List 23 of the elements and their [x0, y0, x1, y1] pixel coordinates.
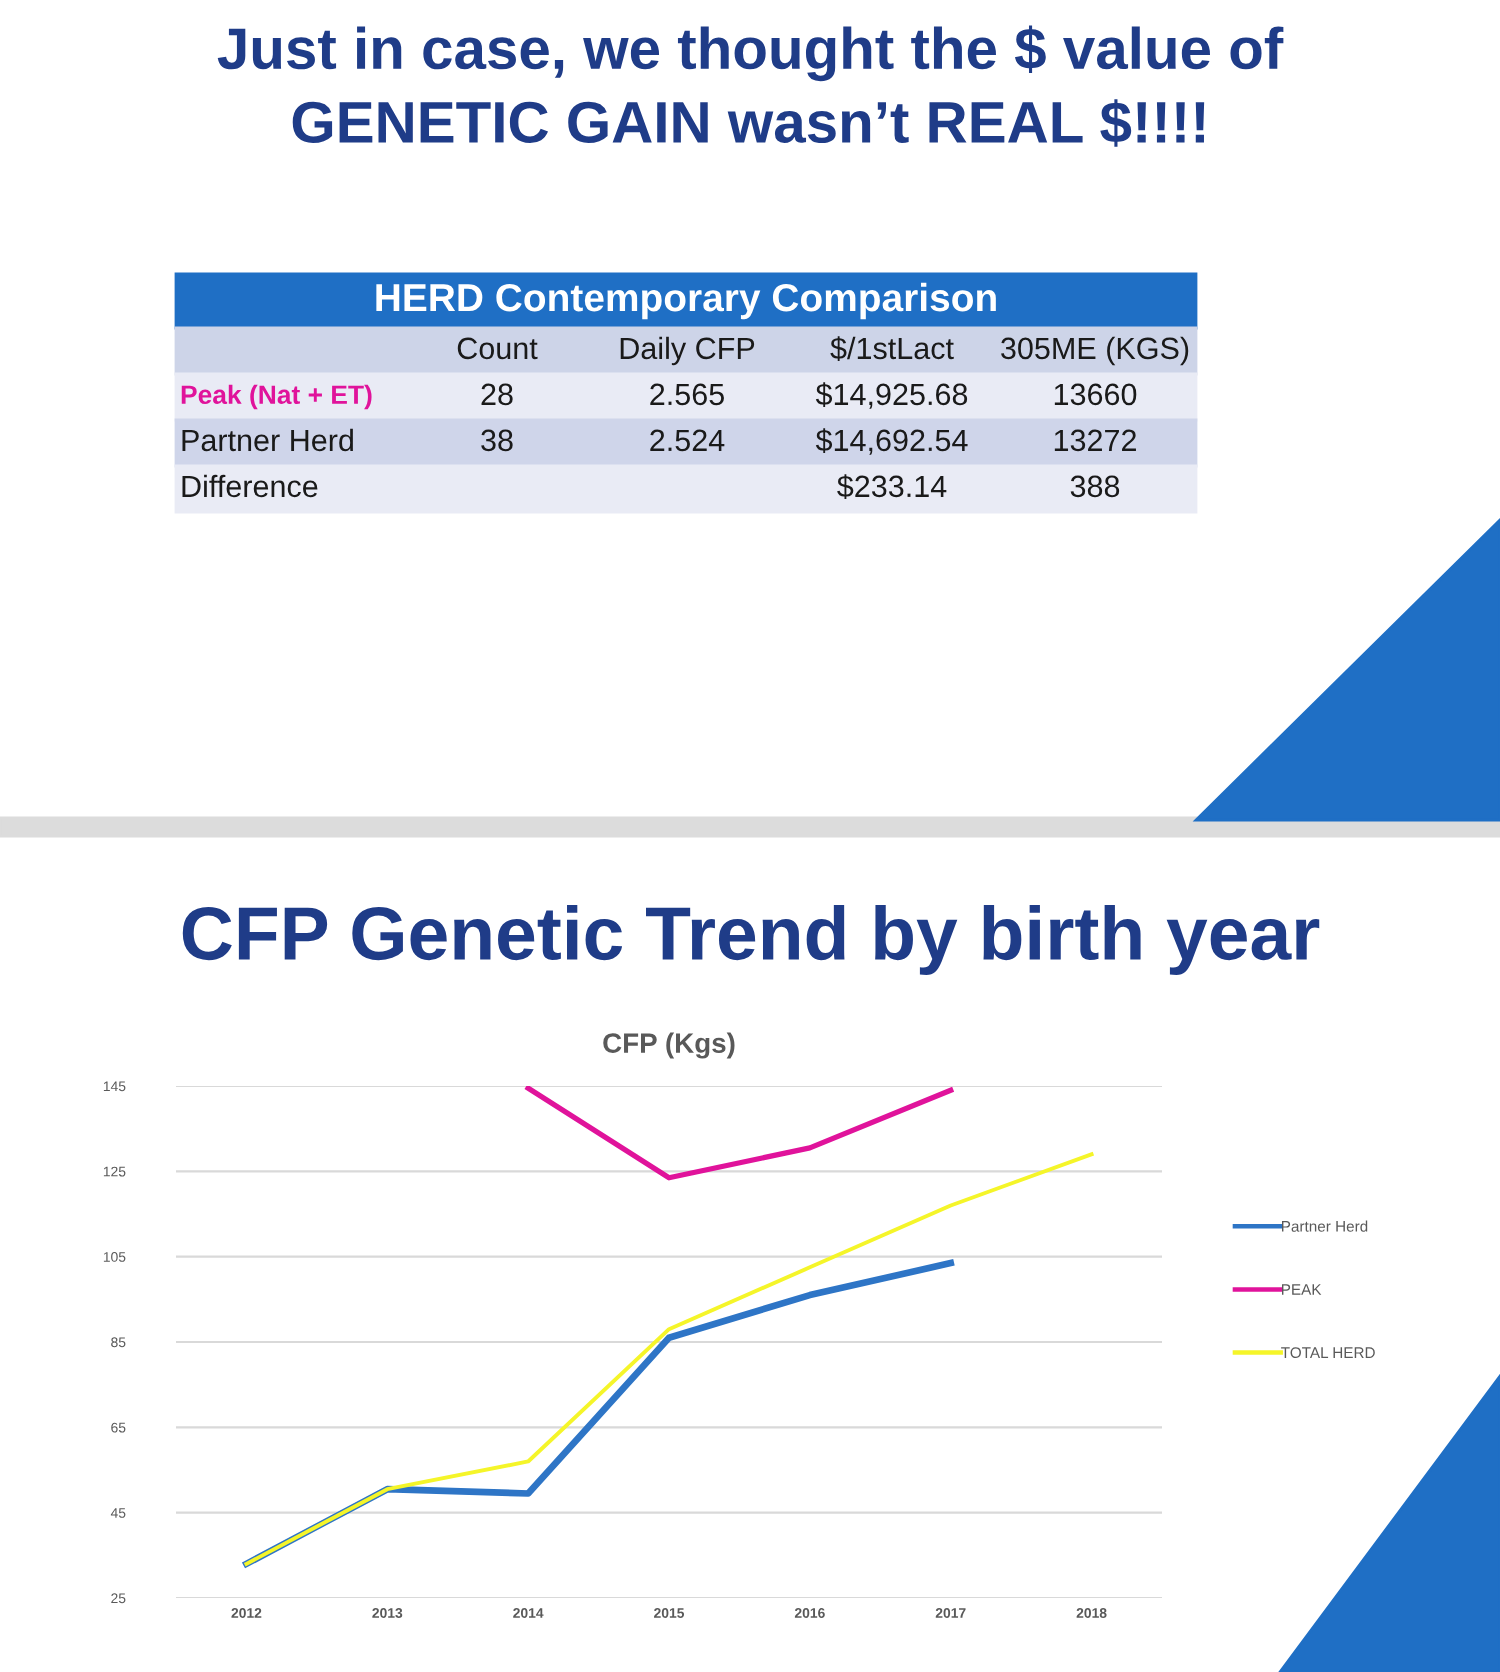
text: HERD Contemporary Comparison [376, 282, 996, 320]
text: 28 [481, 383, 513, 406]
text: $233.14 [837, 474, 947, 500]
text: $14,692.54 [815, 428, 968, 455]
text: 2.565 [650, 383, 724, 406]
line-series [525, 1086, 954, 1181]
text: 13272 [1054, 429, 1136, 452]
category-label: $/1stLact [830, 336, 954, 362]
category-label: Daily CFP [620, 336, 755, 366]
category-label: 305ME (KGS) [1001, 336, 1189, 366]
text: 388 [1070, 475, 1120, 498]
category-label: Peak (Nat + ET) [181, 384, 372, 410]
category-label: Difference [182, 474, 318, 498]
category-label: Partner Herd [182, 428, 353, 452]
chart-title: CFP Genetic Trend by birth year [182, 905, 1320, 975]
chart-subtitle: CFP (Kgs) [603, 1032, 735, 1059]
text: $14,925.68 [815, 382, 968, 409]
category-label: Count [457, 337, 538, 360]
text: 13660 [1054, 383, 1137, 406]
line-series [244, 1152, 1094, 1566]
text: Just in case, we thought the $ value of GENETIC GAIN wasn’t REAL $!!!! [217, 25, 1284, 147]
text: 38 [481, 429, 513, 452]
text: 2.524 [650, 429, 725, 452]
